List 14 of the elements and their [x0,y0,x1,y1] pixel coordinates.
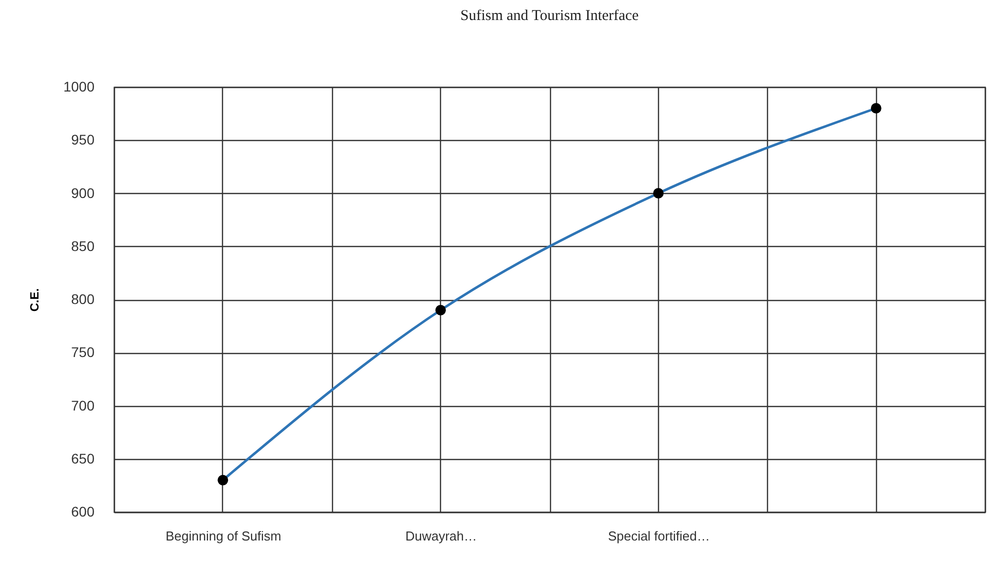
y-tick-label: 900 [71,184,95,201]
y-tick-label: 850 [71,238,95,254]
y-axis-title: C.E. [27,288,42,312]
y-tick-label: 700 [71,397,95,414]
x-tick-label: Duwayrah… [405,528,477,544]
y-tick-label: 650 [71,450,95,466]
x-tick-label: Special fortified… [608,528,710,544]
y-tick-label: 800 [71,291,95,307]
chart-title: Sufism and Tourism Interface [460,8,639,24]
y-tick-label: 600 [71,504,95,520]
y-tick-label: 750 [71,344,95,360]
y-tick-label: 950 [71,132,95,148]
x-tick-label: Beginning of Sufism [166,528,282,544]
y-tick-label: 1000 [63,78,95,94]
